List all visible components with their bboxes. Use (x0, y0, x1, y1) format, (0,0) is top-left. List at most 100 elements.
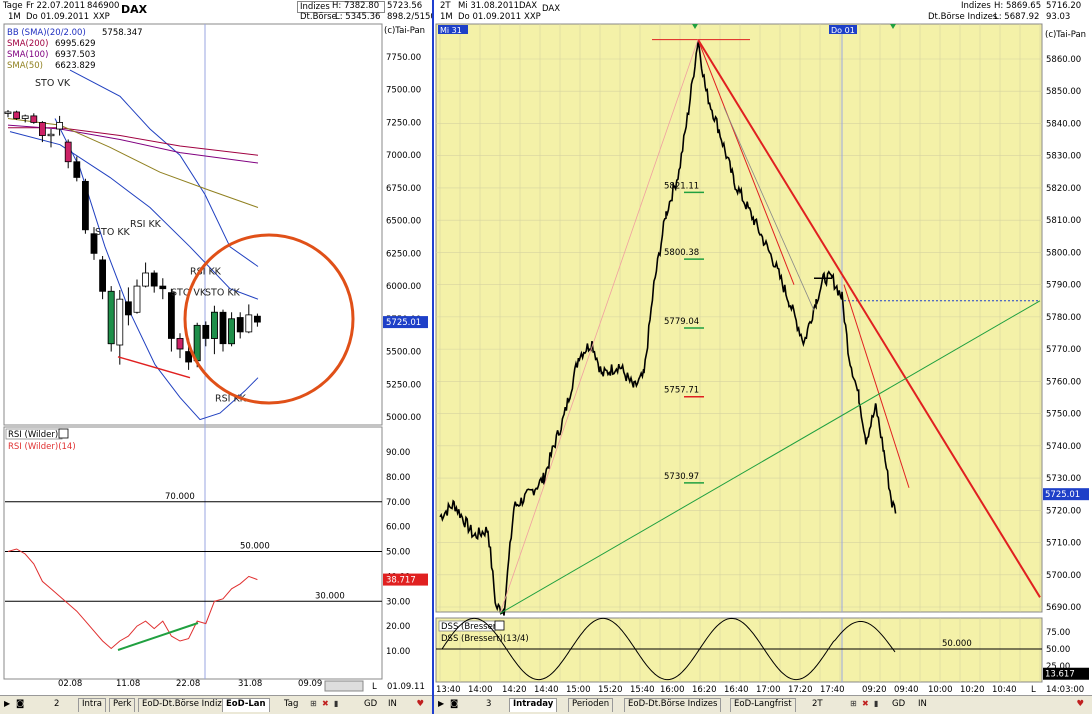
group-label: Indizes (300, 2, 330, 12)
wkn: 846900 (87, 1, 120, 11)
price-axis-tick: 7750.00 (386, 53, 421, 63)
end-date-label: 01.09.11 (387, 682, 425, 692)
tab-intra[interactable]: Intra (78, 698, 106, 712)
day-marker-label: Do 01 (831, 26, 855, 35)
uptrend-support-line (499, 300, 1041, 614)
in-button[interactable]: IN (388, 699, 397, 709)
dss-line (441, 617, 896, 681)
candle-body (39, 122, 46, 136)
tab-eod-lan[interactable]: EoD-Lan (222, 698, 270, 712)
rsi-panel-frame (3, 426, 383, 680)
candle-body (21, 115, 29, 119)
highlight-candle (210, 311, 218, 339)
candle-body (73, 161, 81, 178)
rsi-axis-tick: 50.00 (386, 548, 410, 558)
period-label: Tage (3, 1, 23, 11)
x-axis-tick: 17:20 (788, 685, 813, 695)
x-axis-tick: 15:40 (630, 685, 655, 695)
dss-axis-tick: 25.00 (1046, 662, 1070, 672)
x-axis-tick: 22.08 (176, 679, 200, 689)
in-button[interactable]: IN (918, 699, 927, 709)
price-axis-tick: 7000.00 (386, 151, 421, 161)
instrument-code: DAX (519, 1, 538, 11)
tab-eod-langfrist[interactable]: EoD-Langfrist (730, 698, 796, 712)
signal-annotation: RSI KK (215, 393, 247, 404)
tab-eod-dt-b-rse-indiz[interactable]: EoD-Dt.Börse Indiz (138, 698, 226, 712)
price-axis-tick: 7250.00 (386, 118, 421, 128)
candle-body (236, 317, 244, 333)
daily-chart-pane[interactable]: Tage Fr 22.07.2011 846900 DAX 1M Do 01.0… (0, 0, 433, 714)
tab-perk[interactable]: Perk (109, 698, 136, 712)
highlight-circle (183, 233, 355, 405)
play-icon[interactable]: ▶ (438, 699, 445, 708)
price-axis-tick: 5690.00 (1046, 603, 1081, 613)
play-icon[interactable]: ▶ (4, 699, 11, 708)
intraday-chart-pane[interactable]: 2T Mi 31.08.2011 DAX DAX 1M Do 01.09.201… (432, 0, 1092, 714)
dss-current-tag (1043, 667, 1089, 680)
day-marker-box (829, 25, 857, 34)
favorite-icon[interactable]: ♥ (416, 699, 424, 709)
secondary-downtrend-line (697, 39, 795, 285)
rsi-axis-tick: 10.00 (386, 647, 410, 657)
save-icon[interactable]: ◙ (450, 699, 459, 709)
candle-body (133, 285, 141, 313)
indicator-legend-value: 6995.629 (55, 39, 96, 49)
price-axis-tick: 6750.00 (386, 184, 421, 194)
rsi-current-tag (383, 573, 428, 586)
candle-body (219, 311, 227, 345)
lock-icon[interactable]: ▮ (874, 699, 879, 708)
lock-icon[interactable]: ▮ (334, 699, 339, 708)
x-axis-tick: 31.08 (238, 679, 262, 689)
price-axis-tick: 5810.00 (1046, 216, 1081, 226)
x-axis-tick: 10:20 (960, 685, 985, 695)
group-box: Indizes (297, 1, 385, 13)
page-number[interactable]: 3 (486, 699, 492, 709)
tab-intraday[interactable]: Intraday (509, 698, 558, 712)
high-value: H: 7382.80 (332, 1, 380, 11)
intraday-chart-canvas: 5860.00 5850.00 5840.00 5830.00 5820.00 5810.… (435, 23, 1089, 695)
instrument-name: DAX (542, 4, 561, 14)
low-value: L: 5687.92 (994, 12, 1040, 22)
gd-button[interactable]: GD (892, 699, 906, 709)
price-axis-tick: 5760.00 (1046, 377, 1081, 387)
scroll-label: L (1031, 685, 1036, 695)
x-axis-tick: 17:40 (820, 685, 845, 695)
close-icon[interactable]: ✖ (862, 699, 869, 708)
resolution: 2T (440, 1, 451, 11)
marker-triangle (890, 24, 896, 29)
price-axis-tick: 5740.00 (1046, 442, 1081, 452)
end-date: Do 01.09.2011 (26, 12, 90, 22)
x-axis-tick: 14:20 (502, 685, 527, 695)
group-label: Indizes (961, 1, 991, 11)
intraday-price-line (439, 40, 897, 616)
x-axis-tick: 17:00 (756, 685, 781, 695)
tab-perioden[interactable]: Perioden (568, 698, 614, 712)
fib-level-label: 5730.97 (664, 472, 699, 482)
page-number[interactable]: 2 (54, 699, 60, 709)
candle-body (64, 141, 72, 163)
price-axis-tick: 6000.00 (386, 282, 421, 292)
bollinger-upper (69, 69, 259, 267)
fib-level-label: 5779.04 (664, 317, 699, 327)
dss-series-label: DSS (Bressert)(13/4) (441, 634, 529, 644)
chart-settings-icon[interactable]: ⊞ (310, 699, 317, 708)
candle-body (142, 272, 150, 287)
end-time-label: 14:03:00 (1046, 685, 1084, 695)
indicator-legend-name: SMA(50) (7, 61, 43, 71)
dropdown[interactable]: Tag (284, 699, 299, 709)
left-chart-header: Tage Fr 22.07.2011 846900 DAX 1M Do 01.0… (0, 0, 432, 24)
favorite-icon[interactable]: ♥ (1076, 699, 1084, 709)
close-icon[interactable]: ✖ (322, 699, 329, 708)
x-axis-tick: 09:40 (894, 685, 919, 695)
price-axis-tick: 5710.00 (1046, 539, 1081, 549)
copyright-label: (c)Tai-Pan (1045, 30, 1086, 40)
exchange: XXP (93, 12, 110, 22)
candle-body (82, 180, 89, 231)
dropdown[interactable]: 2T (812, 699, 823, 709)
highlight-candle (193, 324, 201, 362)
save-icon[interactable]: ◙ (16, 699, 25, 709)
chart-settings-icon[interactable]: ⊞ (850, 699, 857, 708)
dss-axis-tick: 50.00 (1046, 645, 1070, 655)
tab-eod-dt-b-rse-indizes[interactable]: EoD-Dt.Börse Indizes (624, 698, 722, 712)
gd-button[interactable]: GD (364, 699, 378, 709)
